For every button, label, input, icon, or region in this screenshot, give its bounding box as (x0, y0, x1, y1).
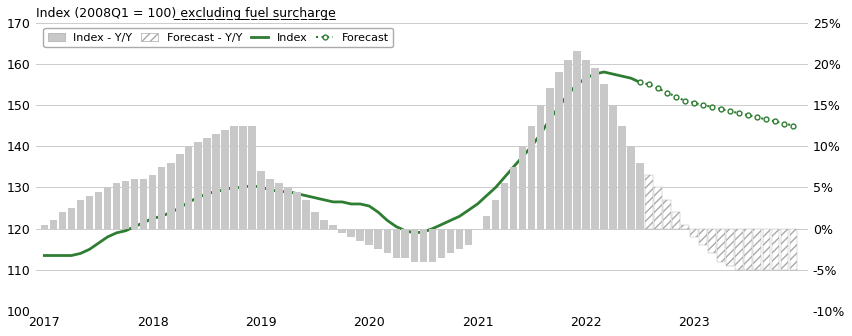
Bar (67, 208, 75, 229)
Bar (446, 229, 454, 253)
Bar (374, 229, 382, 249)
Bar (582, 59, 590, 229)
Bar (672, 212, 680, 229)
Bar (302, 200, 310, 229)
Bar (221, 130, 228, 229)
Bar (49, 220, 57, 229)
Bar (293, 192, 301, 229)
Bar (41, 224, 48, 229)
Bar (176, 155, 183, 229)
Bar (609, 105, 617, 229)
Bar (573, 51, 580, 229)
Bar (654, 187, 662, 229)
Bar (429, 229, 436, 262)
Bar (555, 72, 562, 229)
Bar (140, 179, 147, 229)
Bar (112, 183, 120, 229)
Bar (59, 212, 66, 229)
Bar (185, 146, 193, 229)
Bar (708, 229, 716, 253)
Bar (509, 167, 517, 229)
Bar (438, 229, 446, 258)
Bar (285, 187, 291, 229)
Bar (130, 179, 138, 229)
Bar (690, 229, 698, 237)
Bar (735, 229, 743, 270)
Bar (311, 212, 319, 229)
Bar (790, 229, 797, 270)
Bar (167, 163, 175, 229)
Bar (366, 229, 373, 245)
Bar (248, 126, 256, 229)
Bar (492, 200, 499, 229)
Bar (149, 175, 157, 229)
Bar (564, 59, 572, 229)
Bar (275, 183, 283, 229)
Bar (456, 229, 463, 249)
Bar (95, 192, 102, 229)
Bar (636, 163, 644, 229)
Bar (77, 200, 84, 229)
Bar (320, 220, 328, 229)
Bar (600, 84, 607, 229)
Bar (501, 183, 509, 229)
Bar (682, 224, 689, 229)
Bar (546, 88, 554, 229)
Bar (230, 126, 238, 229)
Bar (763, 229, 770, 270)
Bar (753, 229, 761, 270)
Bar (528, 126, 535, 229)
Bar (356, 229, 364, 241)
Bar (257, 171, 265, 229)
Bar (122, 181, 130, 229)
Bar (699, 229, 707, 245)
Bar (401, 229, 409, 258)
Bar (645, 175, 653, 229)
Bar (383, 229, 391, 253)
Bar (772, 229, 779, 270)
Bar (464, 229, 472, 245)
Bar (348, 229, 355, 237)
Bar (411, 229, 418, 262)
Text: Index (2008Q1 = 100) ̲e̲x̲c̲l̲u̲d̲i̲n̲g̲ ̲f̲u̲e̲l̲ ̲s̲u̲r̲c̲h̲a̲r̲g̲e̲: Index (2008Q1 = 100) ̲e̲x̲c̲l̲u̲d̲i̲n̲g̲… (36, 7, 336, 20)
Bar (537, 105, 544, 229)
Bar (212, 134, 220, 229)
Bar (780, 229, 788, 270)
Bar (727, 229, 734, 266)
Bar (330, 224, 337, 229)
Bar (158, 167, 165, 229)
Bar (745, 229, 752, 270)
Bar (627, 146, 635, 229)
Bar (338, 229, 346, 233)
Bar (483, 216, 490, 229)
Bar (519, 146, 527, 229)
Bar (618, 126, 625, 229)
Bar (194, 142, 202, 229)
Bar (419, 229, 427, 262)
Bar (717, 229, 725, 262)
Bar (104, 187, 112, 229)
Bar (239, 126, 246, 229)
Bar (86, 196, 93, 229)
Bar (591, 68, 599, 229)
Legend: Index - Y/Y, Forecast - Y/Y, Index, Forecast: Index - Y/Y, Forecast - Y/Y, Index, Fore… (43, 28, 394, 47)
Bar (663, 200, 671, 229)
Bar (203, 138, 210, 229)
Bar (393, 229, 400, 258)
Bar (266, 179, 273, 229)
